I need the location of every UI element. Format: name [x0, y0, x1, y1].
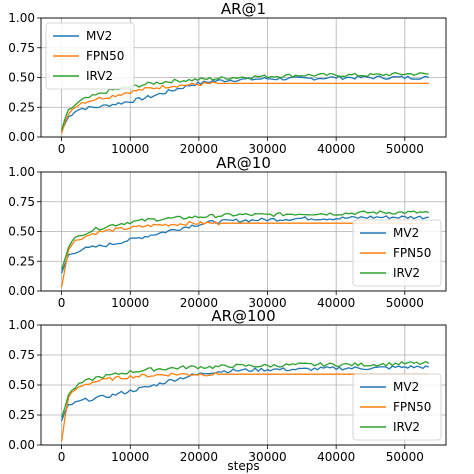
chart-panel-3: 0 10000 20000 30000 40000 50000 0.00 0.25 0.50 0.… [8, 307, 447, 473]
y-tick-label: 0.25 [8, 100, 35, 114]
legend-label-irv2: IRV2 [393, 266, 420, 280]
legend-label-fpn50: FPN50 [393, 246, 431, 260]
legend-label-mv2: MV2 [393, 226, 419, 240]
axes-frame [40, 171, 447, 292]
y-tick-label: 0.75 [8, 348, 35, 362]
chart-panel-2: 0 10000 20000 30000 40000 50000 0.00 0.25 0.50 0.… [8, 154, 447, 310]
series-line-fpn50 [60, 81, 429, 134]
chart-title: AR@10 [216, 154, 271, 172]
legend: MV2 FPN50 IRV2 [45, 22, 135, 90]
x-tick-label: 20000 [180, 450, 218, 464]
axes-frame [40, 324, 447, 446]
legend-box [352, 373, 442, 441]
y-tick-label: 0.50 [8, 71, 35, 85]
series-line-irv2 [60, 210, 429, 270]
legend: MV2 FPN50 IRV2 [352, 219, 442, 287]
x-tick-label: 10000 [111, 142, 149, 156]
x-tick-label: 30000 [248, 296, 286, 310]
x-tick-label: 20000 [180, 142, 218, 156]
y-tick-label: 1.00 [8, 318, 35, 332]
x-tick-label: 50000 [386, 450, 424, 464]
y-tick-label: 0.25 [8, 408, 35, 422]
series-line-mv2 [61, 74, 430, 132]
legend-box [352, 219, 442, 287]
x-tick-label: 50000 [386, 296, 424, 310]
x-tick-label: 20000 [180, 296, 218, 310]
x-tick-label: 50000 [386, 142, 424, 156]
x-axis-label: steps [227, 459, 259, 473]
y-tick-label: 1.00 [8, 11, 35, 25]
chart-title: AR@100 [211, 307, 275, 325]
x-tick-label: 0 [58, 296, 66, 310]
y-tick-label: 0.75 [8, 41, 35, 55]
legend-label-fpn50: FPN50 [393, 400, 431, 414]
y-tick-label: 0.25 [8, 254, 35, 268]
x-tick-label: 40000 [317, 296, 355, 310]
legend-label-irv2: IRV2 [86, 69, 113, 83]
legend-label-mv2: MV2 [393, 380, 419, 394]
y-tick-label: 0.50 [8, 378, 35, 392]
x-tick-label: 0 [58, 450, 66, 464]
legend-label-irv2: IRV2 [393, 420, 420, 434]
y-tick-label: 0.50 [8, 225, 35, 239]
series-line-irv2 [60, 360, 430, 418]
x-tick-label: 10000 [111, 450, 149, 464]
legend-label-fpn50: FPN50 [86, 49, 124, 63]
legend-box [45, 22, 135, 90]
legend-label-mv2: MV2 [86, 29, 112, 43]
y-tick-label: 0.00 [8, 284, 35, 298]
axes-frame [40, 17, 447, 138]
x-tick-label: 10000 [111, 296, 149, 310]
y-tick-label: 0.75 [8, 195, 35, 209]
y-tick-label: 0.00 [8, 130, 35, 144]
chart-panel-1: 0 10000 20000 30000 40000 50000 0.00 0.25 0.50 0.… [8, 0, 447, 156]
series-line-mv2 [60, 365, 430, 422]
series-line-mv2 [60, 215, 429, 274]
x-tick-label: 40000 [317, 142, 355, 156]
x-tick-label: 30000 [248, 450, 286, 464]
x-tick-label: 30000 [248, 142, 286, 156]
y-tick-label: 1.00 [8, 165, 35, 179]
chart-title: AR@1 [221, 0, 266, 18]
y-tick-label: 0.00 [8, 438, 35, 452]
legend: MV2 FPN50 IRV2 [352, 373, 442, 441]
x-tick-label: 0 [58, 142, 66, 156]
x-tick-label: 40000 [317, 450, 355, 464]
